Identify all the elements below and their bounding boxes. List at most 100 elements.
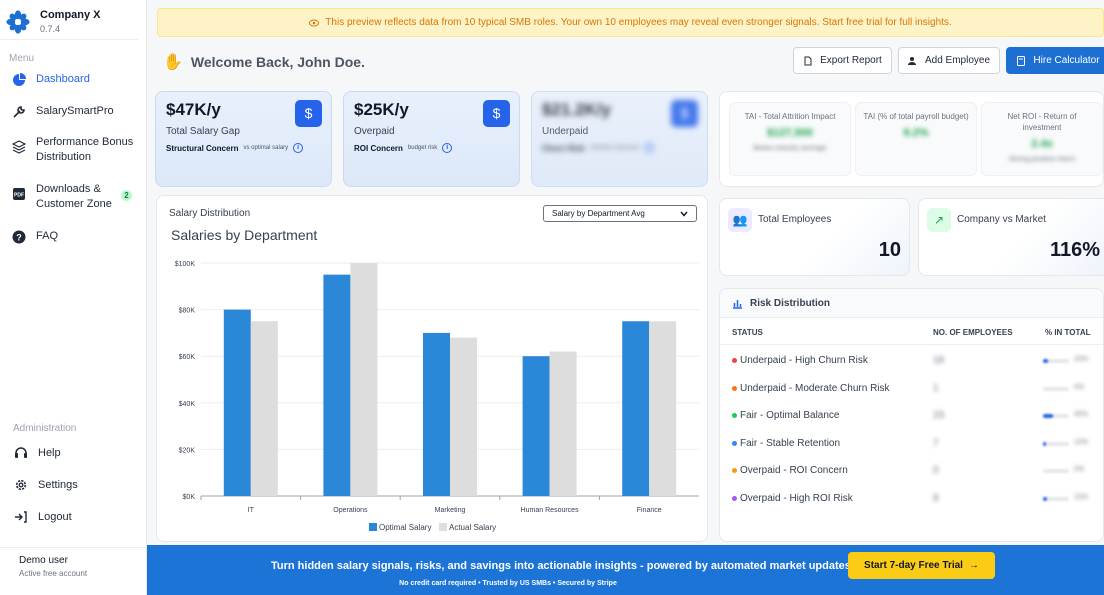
kpi-foot: ROI Concern budget risk i [354, 143, 509, 153]
dollar-icon: $ [483, 100, 510, 127]
legend-label: Actual Salary [449, 523, 496, 532]
add-employee-label: Add Employee [924, 55, 991, 66]
dollar-icon: $ [671, 100, 698, 127]
status-dot [732, 495, 737, 501]
status-label: Fair - Optimal Balance [740, 410, 840, 421]
add-employee-button[interactable]: Add Employee [898, 47, 1000, 74]
y-tick-label: $20K [179, 447, 196, 454]
kpi-foot: Structural Concern vs optimal salary i [166, 143, 321, 153]
user-name: Demo user [19, 555, 68, 566]
kpi-foot-sub: retention exposure [589, 145, 640, 151]
risk-row: Fair - Stable Retention 7 10% [720, 430, 1103, 458]
y-tick-label: $40K [179, 401, 196, 408]
tai-value: $127,500 [767, 127, 813, 139]
stat-value: 10 [878, 239, 901, 261]
status-label: Overpaid - High ROI Risk [740, 492, 853, 504]
y-tick-label: $60K [179, 354, 196, 361]
eye-icon [309, 19, 320, 26]
arrow-right-icon: → [968, 560, 979, 571]
kpi-total-salary-gap: $47K/y Total Salary Gap Structural Conce… [155, 91, 332, 187]
y-tick-label: $100K [175, 261, 196, 268]
bar-optimal-salary [423, 332, 450, 496]
headset-icon [15, 447, 27, 458]
tai-title: TAI (% of total payroll budget) [863, 112, 969, 121]
x-tick-label: Operations [333, 507, 368, 514]
tai-value: 8.2% [903, 127, 929, 139]
bar-chart-icon [733, 299, 742, 309]
bar-actual-salary [549, 351, 577, 496]
percent-bar [1043, 359, 1069, 363]
percent-bar-fill [1043, 441, 1046, 446]
risk-row: Overpaid - High ROI Risk 8 15% [720, 485, 1103, 513]
percent-value: 40% [1074, 411, 1089, 418]
col-status: STATUS [732, 328, 763, 337]
sidebar-item-label: Performance Bonus Distribution [36, 136, 134, 163]
sidebar-item-downloads[interactable]: PDF Downloads & Customer Zone 2 [0, 182, 146, 212]
status-label: Fair - Stable Retention [740, 437, 841, 449]
percent-value: 20% [1074, 356, 1089, 363]
question-icon: ? [12, 230, 26, 244]
tai-payroll-percent: TAI (% of total payroll budget) 8.2% [855, 102, 977, 176]
risk-distribution-card: Risk Distribution STATUS NO. OF EMPLOYEE… [719, 288, 1104, 542]
tai-title: Net ROI - Return of investment [1007, 112, 1077, 132]
hire-calculator-button[interactable]: Hire Calculator [1006, 47, 1104, 74]
tai-title: TAI - Total Attrition Impact [744, 112, 836, 121]
sidebar-item-settings[interactable]: Settings [14, 478, 78, 492]
calculator-icon [1017, 55, 1026, 66]
welcome-text: Welcome Back, John Doe. [190, 54, 365, 70]
kpi-value: $25K/y [354, 100, 409, 119]
export-report-button[interactable]: Export Report [793, 47, 892, 74]
employee-count: 7 [933, 437, 939, 449]
tai-sub: Below industry average [753, 145, 827, 152]
admin-title: Administration [13, 423, 77, 434]
info-icon: i [644, 143, 655, 153]
x-tick-label: Finance [637, 507, 662, 514]
sidebar-item-label: SalarySmartPro [36, 105, 114, 117]
risk-table-header: STATUS NO. OF EMPLOYEES % IN TOTAL [720, 318, 1103, 345]
chart-view-select[interactable]: Salary by Department Avg [543, 205, 697, 222]
percent-bar [1043, 441, 1069, 446]
sidebar-item-label: Dashboard [36, 73, 90, 85]
layers-icon [12, 140, 26, 154]
col-percent: % IN TOTAL [1045, 328, 1091, 337]
bar-optimal-salary [323, 274, 351, 496]
tai-total-attrition: TAI - Total Attrition Impact $127,500 Be… [729, 102, 851, 176]
dollar-icon: $ [295, 100, 322, 127]
brand[interactable]: Company X 0.7.4 [0, 0, 138, 40]
sidebar-item-salarysmartpro[interactable]: SalarySmartPro [0, 104, 146, 119]
employee-count: 23 [933, 410, 945, 421]
sidebar-item-help[interactable]: Help [14, 446, 61, 460]
pdf-icon: PDF [13, 188, 25, 200]
brand-version: 0.7.4 [40, 23, 61, 34]
y-tick-label: $0K [183, 494, 196, 501]
kpi-label: Total Salary Gap [166, 126, 240, 137]
x-tick-label: Human Resources [521, 507, 579, 514]
bar-actual-salary [350, 263, 378, 496]
pie-chart-icon [13, 73, 26, 86]
gear-icon [15, 479, 27, 491]
sidebar-item-performance-bonus[interactable]: Performance Bonus Distribution [0, 135, 146, 165]
bar-actual-salary [649, 321, 677, 496]
info-icon[interactable]: i [293, 143, 304, 153]
percent-bar [1043, 414, 1069, 418]
kpi-foot-sub: budget risk [407, 145, 438, 151]
risk-row: Overpaid - ROI Concern 0 0% [720, 457, 1103, 485]
flower-logo-icon [6, 10, 30, 34]
waving-hand-icon: ✋ [163, 54, 183, 71]
sidebar: Company X 0.7.4 Menu Dashboard SalarySma… [0, 0, 147, 595]
add-user-icon [907, 56, 916, 65]
legend-swatch [369, 523, 377, 531]
sidebar-item-logout[interactable]: Logout [14, 510, 72, 524]
settings-label: Settings [38, 479, 78, 491]
percent-bar [1043, 496, 1069, 501]
user-block[interactable]: Demo user Active free account [0, 547, 147, 578]
info-icon[interactable]: i [442, 143, 453, 153]
menu-title: Menu [9, 53, 35, 64]
sidebar-item-faq[interactable]: ? FAQ [0, 229, 146, 244]
kpi-foot: Churn Risk retention exposure i [542, 143, 697, 153]
start-trial-button[interactable]: Start 7-day Free Trial → [848, 552, 995, 579]
sidebar-item-label: Downloads & Customer Zone [36, 183, 112, 210]
sidebar-item-dashboard[interactable]: Dashboard [0, 72, 146, 87]
welcome-heading: ✋ Welcome Back, John Doe. [163, 52, 365, 72]
preview-notice: This preview reflects data from 10 typic… [157, 8, 1104, 37]
